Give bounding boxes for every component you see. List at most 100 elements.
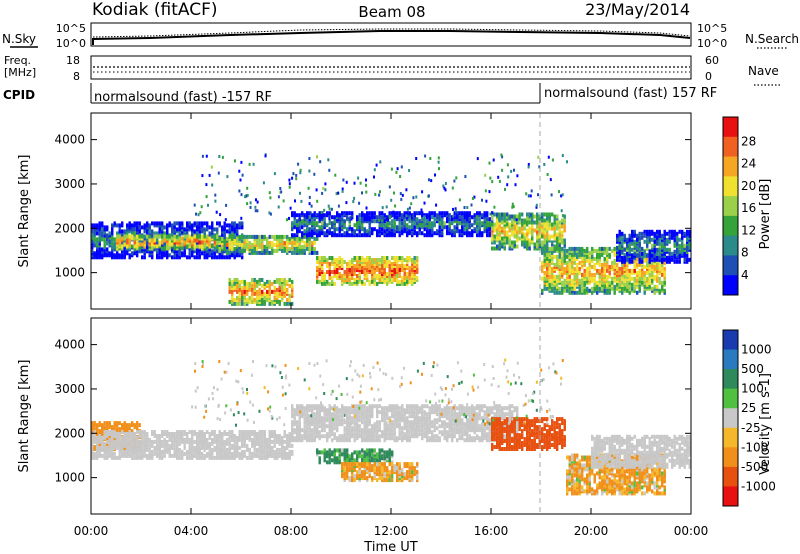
power-cell	[251, 234, 254, 239]
velocity-cell	[96, 445, 99, 450]
power-speckle	[551, 158, 554, 162]
power-cell	[328, 227, 331, 232]
power-cell	[676, 235, 679, 240]
velocity-cell	[111, 425, 114, 430]
power-cell	[391, 278, 394, 282]
cpid-segment-2: normalsound (fast) 157 RF	[544, 86, 717, 101]
power-speckle	[492, 158, 495, 162]
velocity-cell	[141, 435, 144, 440]
power-speckle	[288, 178, 291, 182]
power-cell	[511, 230, 514, 235]
power-cell	[211, 234, 214, 239]
velocity-cell	[223, 445, 226, 450]
power-cell	[541, 246, 544, 251]
power-cell	[593, 262, 596, 267]
power-cell	[596, 268, 599, 273]
power-cell	[153, 238, 156, 243]
power-cell	[101, 237, 104, 242]
power-cell	[548, 222, 551, 227]
power-cell	[233, 221, 236, 226]
power-cell	[316, 260, 319, 264]
power-cell	[663, 288, 666, 293]
velocity-cell	[156, 451, 159, 456]
power-speckle	[349, 215, 352, 219]
power-cell	[563, 248, 566, 253]
power-cell	[141, 255, 144, 260]
power-cell	[266, 236, 269, 241]
power-cell	[548, 252, 551, 257]
noise-right-tick-top: 10^5	[697, 22, 727, 35]
velocity-cell	[256, 432, 259, 436]
power-cell	[156, 244, 159, 249]
velocity-cell	[161, 449, 164, 454]
power-cell	[641, 251, 644, 256]
power-cell	[316, 250, 319, 255]
velocity-cell	[276, 451, 279, 456]
power-cell	[341, 278, 344, 282]
power-cell	[581, 272, 584, 277]
velocity-cell	[156, 434, 159, 438]
power-cell	[223, 255, 226, 260]
power-cell	[491, 211, 494, 216]
power-cell	[636, 290, 639, 295]
velocity-cell	[116, 445, 119, 450]
power-cell	[611, 276, 614, 281]
power-speckle	[438, 167, 440, 171]
power-cell	[551, 274, 554, 279]
power-speckle	[373, 168, 376, 172]
power-cell	[198, 240, 201, 245]
velocity-cell	[281, 435, 284, 440]
power-yaxis-label: Slant Range [km]	[17, 155, 32, 268]
velocity-cell	[116, 455, 119, 460]
power-cell	[96, 249, 99, 254]
power-cell	[408, 276, 411, 280]
power-cell	[318, 272, 321, 276]
velocity-cell	[173, 435, 176, 440]
power-cell	[216, 227, 219, 232]
power-cell	[351, 233, 354, 238]
power-cell	[586, 258, 589, 263]
power-cell	[408, 229, 411, 234]
velocity-cell	[271, 453, 274, 458]
power-cell	[176, 227, 179, 232]
power-cell	[536, 212, 539, 217]
power-cell	[671, 251, 674, 256]
power-speckle	[530, 189, 533, 193]
velocity-cell	[301, 428, 304, 433]
velocity-cell	[161, 439, 164, 444]
power-cell	[616, 266, 619, 271]
power-speckle	[295, 173, 298, 177]
velocity-cell	[246, 435, 249, 440]
power-cell	[416, 256, 419, 260]
velocity-cell	[246, 455, 249, 460]
power-cell	[553, 274, 556, 279]
power-cell	[598, 252, 601, 257]
power-cell	[423, 217, 426, 222]
velocity-cell	[253, 447, 256, 452]
power-speckle	[475, 215, 478, 219]
power-cell	[328, 211, 331, 216]
power-cell	[426, 219, 429, 224]
power-cell	[606, 250, 609, 255]
power-speckle	[297, 162, 300, 166]
power-cell	[241, 291, 244, 296]
power-cell	[511, 240, 514, 245]
power-speckle	[365, 206, 368, 210]
velocity-cell	[103, 455, 106, 460]
power-cell	[306, 227, 309, 232]
beam-title: Beam 08	[358, 3, 425, 21]
power-cell	[246, 297, 249, 302]
power-cell	[153, 234, 156, 239]
power-cell	[278, 234, 281, 239]
power-cell	[121, 244, 124, 249]
power-cell	[518, 216, 521, 221]
power-cell	[346, 227, 349, 232]
power-cell	[591, 276, 594, 281]
power-cell	[276, 278, 279, 282]
velocity-cell	[173, 447, 176, 452]
power-cell	[131, 244, 134, 249]
power-cell	[368, 279, 371, 284]
power-cell	[391, 256, 394, 260]
power-cell	[658, 266, 661, 271]
power-cell	[658, 276, 661, 281]
